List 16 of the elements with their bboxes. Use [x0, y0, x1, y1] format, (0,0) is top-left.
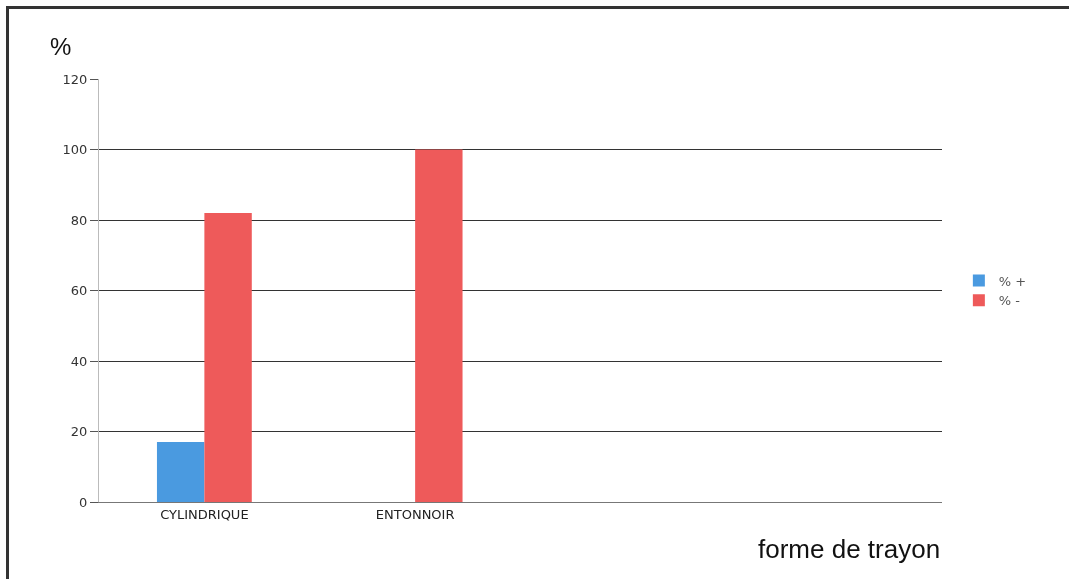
y-tick-label: 20 [70, 424, 88, 440]
y-tick-label: 60 [70, 283, 88, 299]
legend-label: % + [998, 273, 1027, 289]
y-tick-label: 40 [70, 353, 88, 369]
bar [415, 149, 463, 502]
y-tick-label: 120 [62, 71, 88, 87]
y-axis-title: % [50, 33, 72, 60]
legend-label: % - [998, 293, 1021, 309]
y-tick-label: 80 [70, 212, 88, 228]
bar [156, 442, 205, 502]
x-tick-label: CYLINDRIQUE [160, 506, 249, 522]
y-tick-label: 100 [62, 142, 88, 158]
x-tick-label: ENTONNOIR [375, 506, 455, 522]
y-tick-label: 0 [79, 494, 88, 510]
x-axis-title: forme de trayon [758, 534, 941, 564]
bar [204, 212, 252, 502]
